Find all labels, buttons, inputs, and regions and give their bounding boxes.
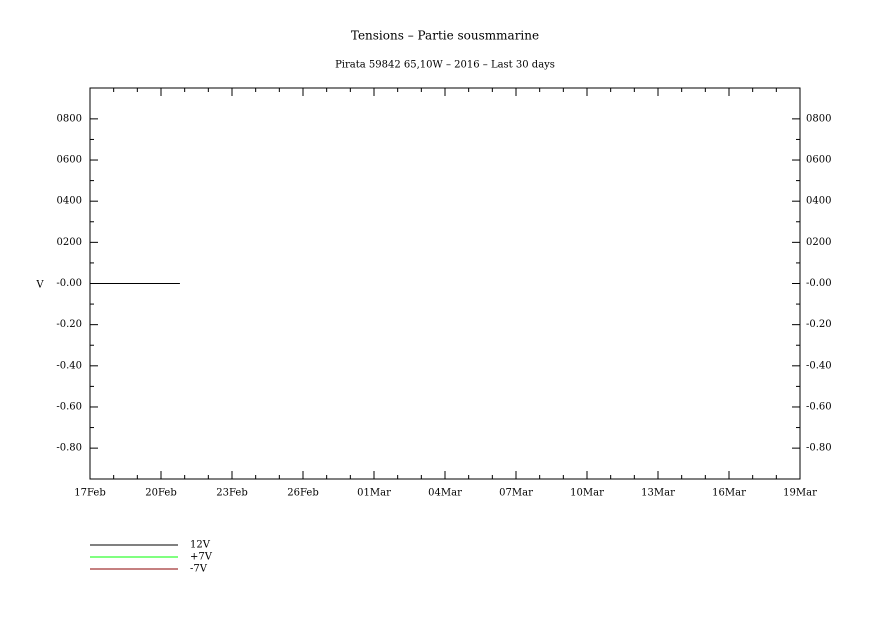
y-axis-label: V [35, 280, 44, 291]
y-tick-label-right: 0800 [806, 113, 831, 124]
y-tick-label-right: -0.40 [806, 360, 832, 371]
legend-label: 12V [190, 540, 211, 551]
x-tick-label: 04Mar [428, 488, 462, 499]
y-tick-label: -0.20 [56, 319, 82, 330]
y-tick-label: 0200 [57, 237, 82, 248]
chart-title: Tensions – Partie sousmmarine [351, 29, 539, 43]
y-tick-label-right: -0.60 [806, 401, 832, 412]
y-tick-label-right: 0600 [806, 155, 831, 166]
y-tick-label-right: -0.20 [806, 319, 832, 330]
y-tick-label: -0.00 [56, 278, 82, 289]
plot-frame [89, 87, 801, 480]
legend-label: +7V [190, 552, 213, 563]
x-tick-label: 23Feb [216, 488, 247, 499]
y-tick-label: -0.80 [56, 443, 82, 454]
y-tick-label: 0800 [57, 113, 82, 124]
y-tick-label: -0.60 [56, 401, 82, 412]
y-tick-label: 0600 [57, 155, 82, 166]
y-tick-label-right: 0400 [806, 196, 831, 207]
x-tick-label: 13Mar [641, 488, 675, 499]
y-tick-label: -0.40 [56, 360, 82, 371]
y-tick-label: 0400 [57, 196, 82, 207]
x-tick-label: 07Mar [499, 488, 533, 499]
x-tick-label: 19Mar [783, 488, 817, 499]
y-tick-label-right: -0.80 [806, 443, 832, 454]
x-tick-label: 17Feb [74, 488, 105, 499]
x-tick-label: 26Feb [287, 488, 318, 499]
chart-subtitle: Pirata 59842 65,10W – 2016 – Last 30 day… [335, 60, 555, 71]
x-tick-label: 10Mar [570, 488, 604, 499]
x-tick-label: 01Mar [357, 488, 391, 499]
y-tick-label-right: 0200 [806, 237, 831, 248]
x-tick-label: 20Feb [145, 488, 176, 499]
y-tick-label-right: -0.00 [806, 278, 832, 289]
legend-label: -7V [190, 564, 208, 575]
x-tick-label: 16Mar [712, 488, 746, 499]
